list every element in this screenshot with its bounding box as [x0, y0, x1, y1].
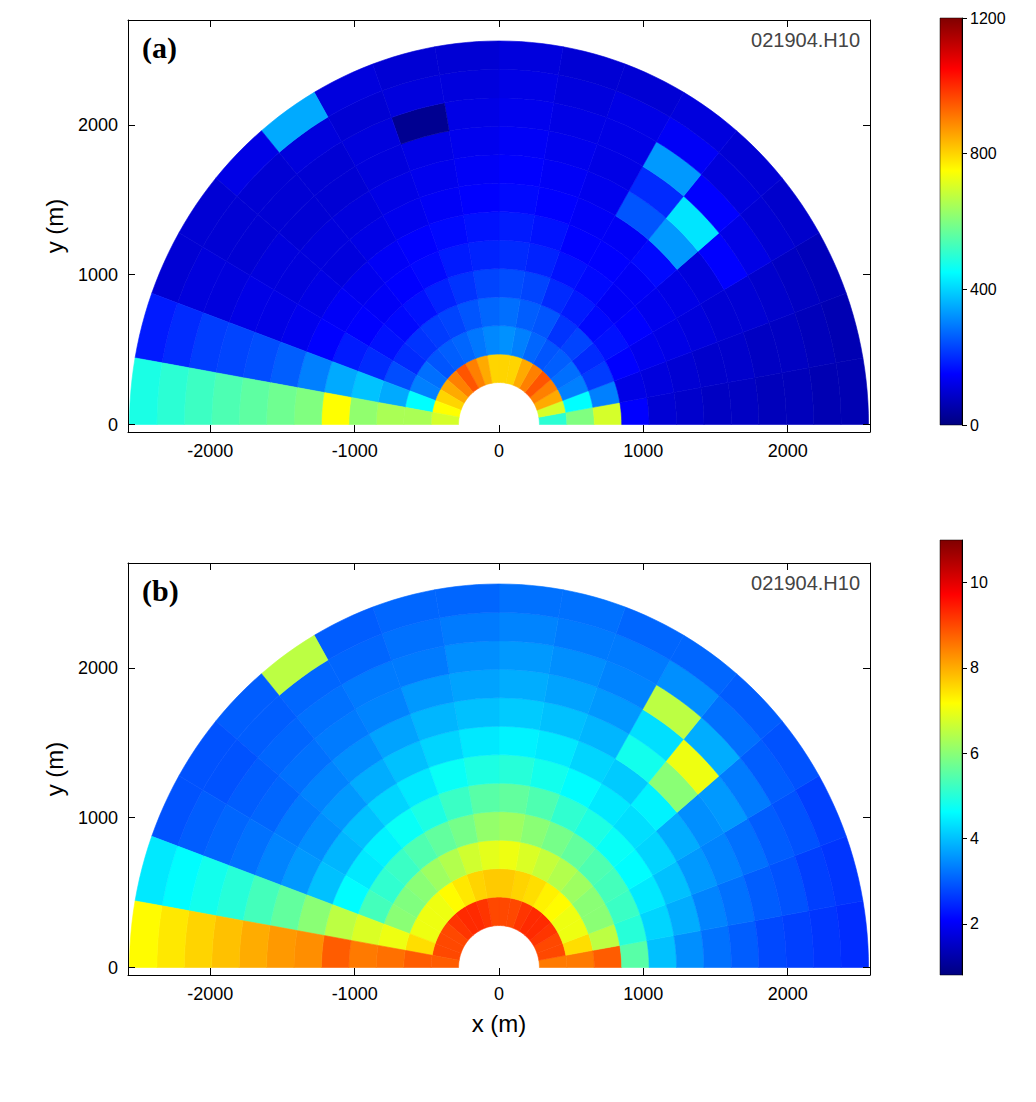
svg-text:1000: 1000: [623, 984, 663, 1004]
svg-text:y (m): y (m): [41, 742, 68, 797]
svg-text:-2000: -2000: [187, 984, 233, 1004]
svg-text:8: 8: [970, 659, 979, 676]
svg-text:2000: 2000: [78, 115, 118, 135]
svg-text:x (m): x (m): [472, 1010, 527, 1037]
svg-text:1000: 1000: [623, 441, 663, 461]
svg-text:-2000: -2000: [187, 441, 233, 461]
svg-text:400: 400: [970, 281, 997, 298]
svg-text:2000: 2000: [768, 984, 808, 1004]
svg-text:6: 6: [970, 745, 979, 762]
svg-text:2: 2: [970, 915, 979, 932]
svg-text:y (m): y (m): [41, 199, 68, 254]
svg-text:(a): (a): [142, 31, 177, 65]
svg-text:2000: 2000: [768, 441, 808, 461]
svg-text:0: 0: [970, 417, 979, 434]
svg-text:-1000: -1000: [332, 441, 378, 461]
svg-text:0: 0: [494, 984, 504, 1004]
svg-text:4: 4: [970, 830, 979, 847]
svg-text:0: 0: [108, 415, 118, 435]
svg-text:1200: 1200: [970, 10, 1006, 27]
svg-text:2000: 2000: [78, 658, 118, 678]
svg-text:021904.H10: 021904.H10: [751, 572, 860, 594]
svg-text:800: 800: [970, 145, 997, 162]
svg-text:021904.H10: 021904.H10: [751, 29, 860, 51]
svg-text:0: 0: [108, 958, 118, 978]
svg-text:10: 10: [970, 574, 988, 591]
svg-text:(b): (b): [142, 574, 179, 608]
svg-text:0: 0: [494, 441, 504, 461]
svg-text:1000: 1000: [78, 808, 118, 828]
svg-text:-1000: -1000: [332, 984, 378, 1004]
svg-text:1000: 1000: [78, 265, 118, 285]
